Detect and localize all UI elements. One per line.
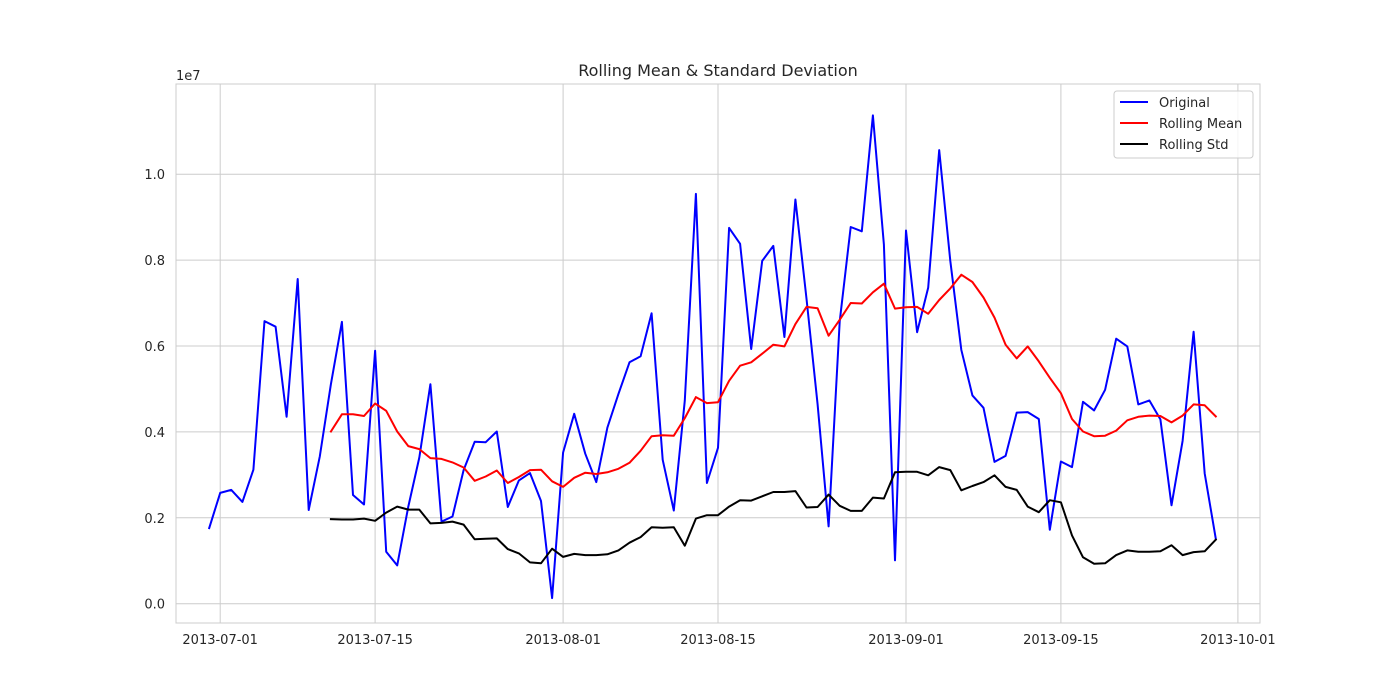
x-tick-label: 2013-08-15	[680, 633, 756, 648]
x-tick-label: 2013-10-01	[1200, 633, 1276, 648]
x-tick-label: 2013-09-15	[1023, 633, 1099, 648]
chart-title: Rolling Mean & Standard Deviation	[578, 61, 858, 80]
series-line-original	[207, 114, 1217, 600]
legend-label: Original	[1159, 96, 1210, 111]
x-tick-label: 2013-08-01	[525, 633, 601, 648]
legend-label: Rolling Mean	[1159, 117, 1242, 132]
grid	[176, 84, 1260, 623]
series-line-rolling-mean	[329, 273, 1218, 488]
x-tick-label: 2013-07-01	[182, 633, 258, 648]
y-axis-offset-label: 1e7	[176, 69, 201, 84]
y-tick-label: 0.6	[144, 340, 165, 355]
y-tick-label: 0.2	[144, 512, 165, 527]
y-tick-label: 0.0	[144, 598, 165, 613]
x-tick-label: 2013-07-15	[337, 633, 413, 648]
plot-area	[175, 83, 1261, 624]
x-tick-label: 2013-09-01	[868, 633, 944, 648]
axis-ticks: 2013-07-01 2013-07-15 2013-08-01 2013-08-15…	[144, 168, 1275, 648]
series-line-rolling-std	[329, 466, 1218, 565]
y-tick-label: 1.0	[144, 168, 165, 183]
series-lines	[207, 114, 1218, 600]
y-tick-label: 0.4	[144, 426, 165, 441]
legend-box	[1113, 90, 1254, 159]
legend-label: Rolling Std	[1159, 138, 1228, 153]
legend: Original Rolling Mean Rolling Std	[1113, 90, 1254, 159]
y-tick-label: 0.8	[144, 254, 165, 269]
